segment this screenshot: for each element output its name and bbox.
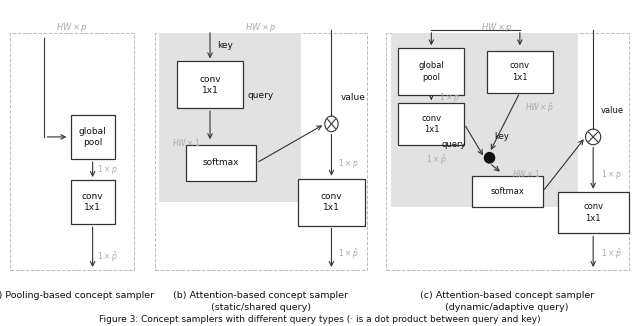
Text: conv
1x1: conv 1x1 bbox=[510, 62, 530, 82]
Text: (c) Attention-based concept sampler
(dynamic/adaptive query): (c) Attention-based concept sampler (dyn… bbox=[420, 291, 595, 312]
Text: $1 \times p$: $1 \times p$ bbox=[439, 91, 460, 104]
FancyBboxPatch shape bbox=[70, 115, 115, 159]
Text: global
pool: global pool bbox=[79, 127, 106, 147]
Text: $HW \times 1$: $HW \times 1$ bbox=[512, 168, 541, 179]
Text: $1 \times \tilde{p}$: $1 \times \tilde{p}$ bbox=[601, 247, 621, 261]
Text: $1 \times p$: $1 \times p$ bbox=[97, 163, 118, 176]
Text: $HW \times p$: $HW \times p$ bbox=[56, 21, 88, 34]
Text: (a) Pooling-based concept sampler: (a) Pooling-based concept sampler bbox=[0, 291, 155, 300]
FancyBboxPatch shape bbox=[399, 103, 464, 145]
Text: softmax: softmax bbox=[203, 158, 239, 168]
Text: conv
1x1: conv 1x1 bbox=[321, 192, 342, 212]
Text: query: query bbox=[442, 140, 466, 149]
Text: conv
1x1: conv 1x1 bbox=[583, 202, 604, 223]
Text: $1 \times \tilde{p}$: $1 \times \tilde{p}$ bbox=[338, 247, 359, 261]
Text: $1 \times \tilde{p}$: $1 \times \tilde{p}$ bbox=[426, 154, 447, 167]
Text: conv
1x1: conv 1x1 bbox=[82, 192, 104, 212]
Text: query: query bbox=[248, 91, 274, 100]
Text: value: value bbox=[601, 106, 624, 115]
Text: conv
1x1: conv 1x1 bbox=[199, 75, 221, 95]
FancyBboxPatch shape bbox=[472, 176, 543, 207]
FancyBboxPatch shape bbox=[159, 33, 301, 202]
FancyBboxPatch shape bbox=[487, 51, 553, 93]
Text: $HW \times p$: $HW \times p$ bbox=[245, 21, 276, 34]
FancyBboxPatch shape bbox=[70, 180, 115, 224]
Text: (b) Attention-based concept sampler
(static/shared query): (b) Attention-based concept sampler (sta… bbox=[173, 291, 348, 312]
Text: $HW \times \tilde{p}$: $HW \times \tilde{p}$ bbox=[525, 101, 554, 115]
Text: conv
1x1: conv 1x1 bbox=[421, 114, 442, 134]
Text: key: key bbox=[216, 41, 232, 50]
FancyBboxPatch shape bbox=[186, 145, 257, 181]
Circle shape bbox=[484, 153, 495, 163]
Text: Figure 3: Concept samplers with different query types (· is a dot product betwee: Figure 3: Concept samplers with differen… bbox=[99, 315, 541, 324]
FancyBboxPatch shape bbox=[391, 33, 578, 207]
FancyBboxPatch shape bbox=[177, 61, 243, 108]
FancyBboxPatch shape bbox=[298, 179, 365, 226]
Text: key: key bbox=[495, 132, 509, 141]
Text: $1 \times p$: $1 \times p$ bbox=[338, 156, 359, 170]
FancyBboxPatch shape bbox=[399, 48, 464, 95]
Text: global
pool: global pool bbox=[419, 62, 444, 82]
Text: softmax: softmax bbox=[490, 187, 524, 196]
FancyBboxPatch shape bbox=[558, 192, 628, 233]
Text: $1 \times p$: $1 \times p$ bbox=[601, 168, 621, 181]
Text: value: value bbox=[340, 93, 365, 102]
Text: $1 \times \tilde{p}$: $1 \times \tilde{p}$ bbox=[97, 250, 118, 264]
Text: $HW \times 1$: $HW \times 1$ bbox=[173, 137, 201, 148]
Text: $HW \times p$: $HW \times p$ bbox=[481, 21, 513, 34]
